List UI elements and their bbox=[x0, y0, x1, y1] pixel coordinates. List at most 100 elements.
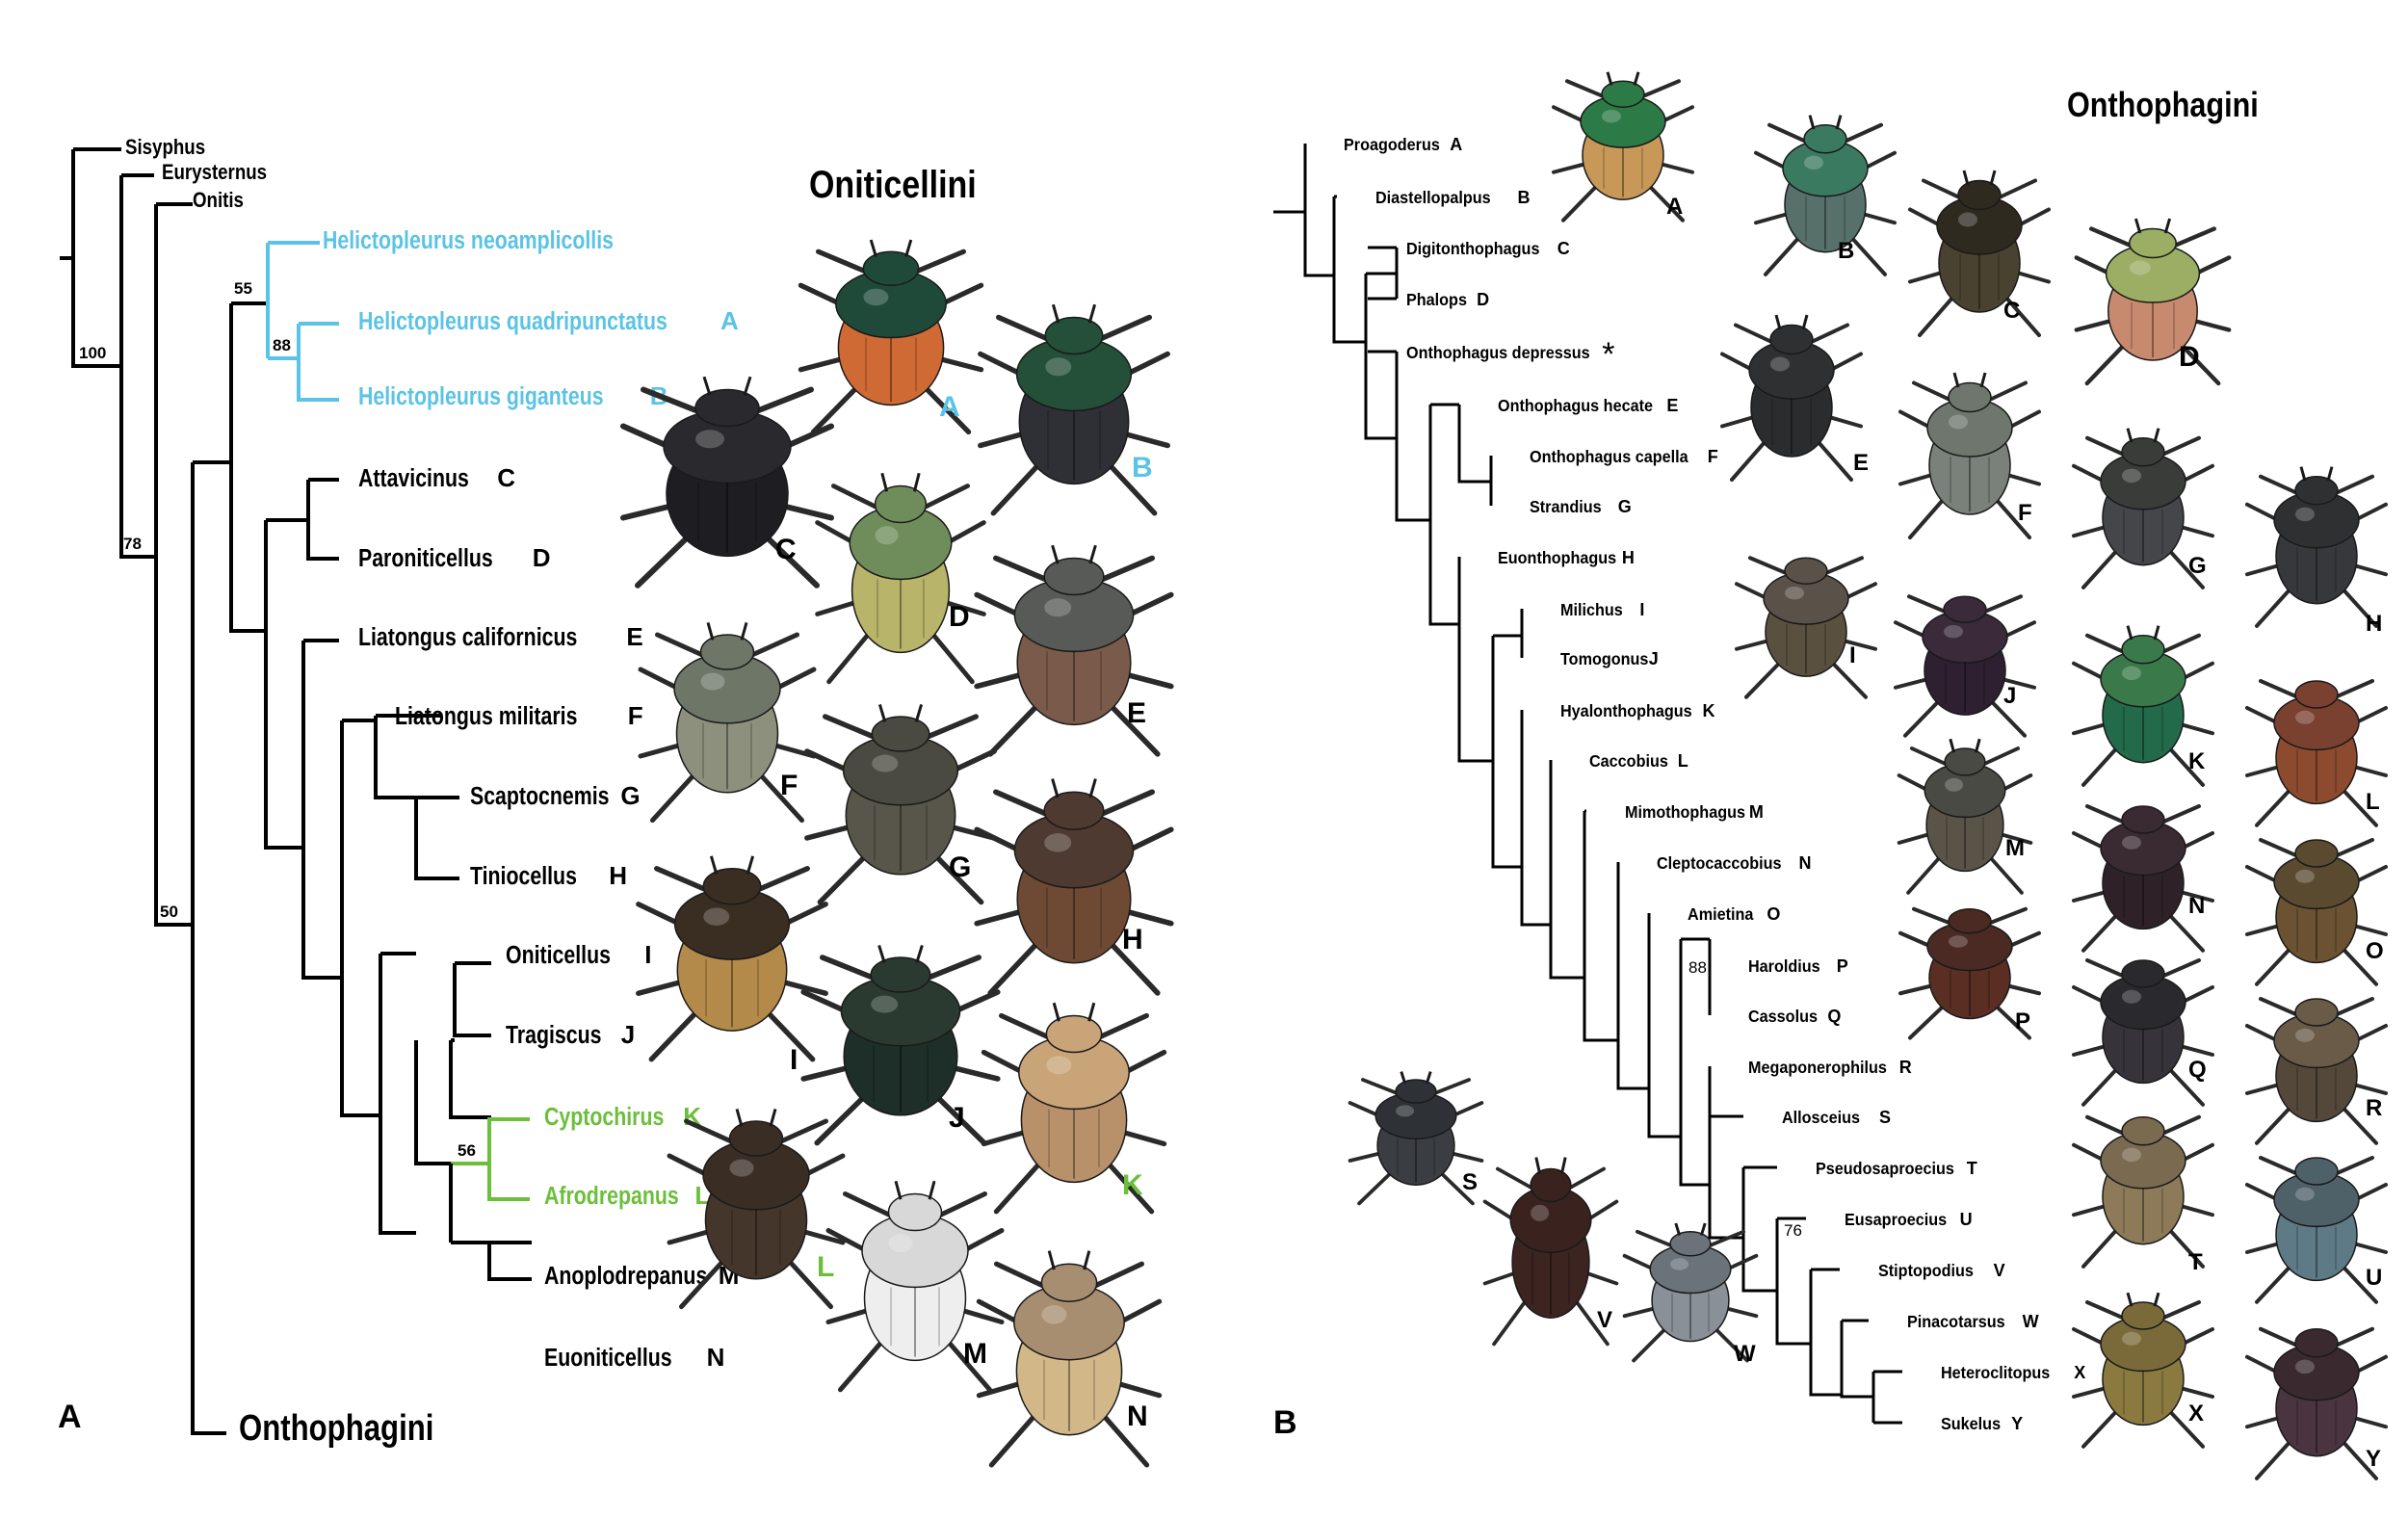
photo-letter: U bbox=[2366, 1265, 2382, 1291]
taxon-name: Stiptopodius bbox=[1878, 1261, 1974, 1280]
taxon-label: Digitonthophagus C bbox=[1406, 239, 1570, 258]
taxon-name: Heteroclitopus bbox=[1941, 1363, 2050, 1382]
tree-branch bbox=[1647, 913, 1681, 1138]
taxon-label: Tomogonus J bbox=[1560, 649, 1659, 668]
beetle-photo: E bbox=[974, 544, 1174, 757]
photo-letter: E bbox=[1127, 697, 1146, 729]
photo-letter: O bbox=[2366, 938, 2384, 964]
taxon-label: Liatongus militaris F bbox=[395, 701, 643, 731]
taxon-label: Cleptocaccobius N bbox=[1657, 853, 1812, 873]
support-value: 88 bbox=[273, 336, 291, 354]
taxon-label: Haroldius P bbox=[1748, 956, 1848, 976]
taxon-name: Pinacotarsus bbox=[1907, 1312, 2005, 1331]
beetle-photo: B bbox=[978, 303, 1170, 516]
taxon-letter: F bbox=[1708, 447, 1718, 466]
beetle-photo: O bbox=[2245, 838, 2388, 986]
tree-branch bbox=[191, 460, 231, 1435]
tree-branch bbox=[414, 1040, 451, 1165]
taxon-label: Heteroclitopus X bbox=[1941, 1363, 2085, 1382]
taxon-name: Attavicinus bbox=[358, 464, 469, 493]
photo-letter: I bbox=[790, 1044, 798, 1076]
taxon-label: Diastellopalpus B bbox=[1375, 188, 1531, 207]
taxon-name: Oniticellus bbox=[506, 941, 611, 970]
taxon-letter: N bbox=[1799, 853, 1812, 873]
taxon-name: Caccobius bbox=[1589, 751, 1668, 771]
taxon-letter: G bbox=[1618, 497, 1632, 516]
photo-letter: B bbox=[1132, 452, 1153, 484]
beetle-photos-b: A B C D E F G H I J K L M N O P Q R S T U V W X Y bbox=[1348, 71, 2388, 1480]
taxon-name: Mimothophagus bbox=[1625, 802, 1745, 822]
taxon-label: Onthophagus depressus * bbox=[1406, 336, 1615, 373]
taxon-label: Amietina O bbox=[1688, 904, 1780, 924]
beetle-photo: N bbox=[2072, 804, 2214, 953]
tree-branch bbox=[449, 1038, 491, 1119]
photo-letter: N bbox=[1127, 1400, 1148, 1432]
taxon-letter: C bbox=[1557, 239, 1570, 258]
clade-title-oniticellini: Oniticellini bbox=[809, 162, 977, 205]
beetle-photo: C bbox=[620, 376, 834, 589]
taxon-labels-b: 88 76 Proagoderus A Diastellopalpus B Digitont… bbox=[1344, 135, 2085, 1433]
clade-title-onthophagini: Onthophagini bbox=[2067, 87, 2259, 125]
photo-letter: M bbox=[963, 1338, 987, 1370]
photo-letter: D bbox=[2179, 341, 2200, 373]
taxon-letter: T bbox=[1967, 1159, 1977, 1178]
beetle-photo: M bbox=[1897, 738, 2033, 895]
beetle-photo: B bbox=[1754, 115, 1897, 276]
photo-letter: C bbox=[775, 534, 797, 565]
photo-letter: Q bbox=[2188, 1057, 2207, 1083]
taxon-letter: R bbox=[1899, 1058, 1912, 1077]
beetle-photo: D bbox=[815, 472, 986, 685]
taxon-letter: O bbox=[1767, 904, 1780, 924]
tree-branch bbox=[1741, 1165, 1777, 1293]
taxon-name: Cleptocaccobius bbox=[1657, 853, 1782, 873]
photo-letter: L bbox=[817, 1251, 834, 1283]
taxon-label: Caccobius L bbox=[1589, 751, 1688, 771]
tree-branch bbox=[1457, 557, 1493, 763]
taxon-label: Phalops D bbox=[1406, 290, 1489, 309]
beetle-photo: A bbox=[1552, 71, 1694, 222]
taxon-letter: H bbox=[1622, 548, 1635, 567]
tree-branch bbox=[1708, 1114, 1743, 1240]
taxon-name: Haroldius bbox=[1748, 956, 1820, 976]
taxon-name: Liatongus californicus bbox=[358, 623, 577, 652]
photo-letter: W bbox=[1734, 1341, 1756, 1367]
taxon-label: Pseudosaproecius T bbox=[1816, 1159, 1977, 1178]
taxon-name: Eusaproecius bbox=[1845, 1210, 1947, 1229]
photo-letter: L bbox=[2366, 789, 2380, 815]
taxon-name: Helictopleurus quadripunctatus bbox=[358, 307, 667, 336]
taxon-label: Eusaproecius U bbox=[1845, 1210, 1973, 1229]
taxon-name: Megaponerophilus bbox=[1748, 1058, 1887, 1077]
beetle-photo: G bbox=[804, 703, 997, 905]
photo-letter: K bbox=[1122, 1169, 1143, 1201]
taxon-label: Liatongus californicus E bbox=[358, 622, 643, 652]
taxon-letter: F bbox=[628, 701, 643, 730]
panel-label-a: A bbox=[58, 1399, 82, 1435]
photo-letter: J bbox=[949, 1102, 965, 1134]
taxon-label: Euonthophagus H bbox=[1498, 548, 1635, 567]
beetle-photo: Y bbox=[2245, 1326, 2388, 1480]
photo-letter: K bbox=[2188, 748, 2206, 774]
taxon-letter: H bbox=[609, 861, 627, 890]
tree-branch bbox=[1491, 609, 1524, 869]
taxon-label: Paroniticellus D bbox=[358, 543, 551, 573]
support-value: 56 bbox=[458, 1141, 476, 1160]
support-value: 100 bbox=[79, 344, 106, 362]
taxon-label: Afrodrepanus L bbox=[544, 1181, 710, 1211]
photo-letter: A bbox=[939, 391, 960, 423]
photo-letter: I bbox=[1849, 642, 1856, 668]
taxon-letter: Y bbox=[2011, 1414, 2023, 1433]
beetle-photo: L bbox=[667, 1108, 846, 1310]
taxon-label: Cyptochirus K bbox=[544, 1102, 701, 1132]
taxon-name: Sukelus bbox=[1941, 1414, 2001, 1433]
tree-branch bbox=[71, 147, 121, 368]
taxon-label: Sukelus Y bbox=[1941, 1414, 2023, 1433]
beetle-photo: X bbox=[2072, 1292, 2214, 1449]
taxon-label: Helictopleurus neoamplicollis bbox=[323, 226, 614, 255]
taxon-name: Scaptocnemis bbox=[470, 782, 609, 811]
tree-branch bbox=[264, 518, 308, 850]
beetle-photo: D bbox=[2074, 218, 2232, 386]
taxon-label: Tragiscus J bbox=[506, 1020, 635, 1050]
taxon-name: Amietina bbox=[1688, 904, 1754, 924]
taxon-name: Liatongus militaris bbox=[395, 702, 577, 731]
